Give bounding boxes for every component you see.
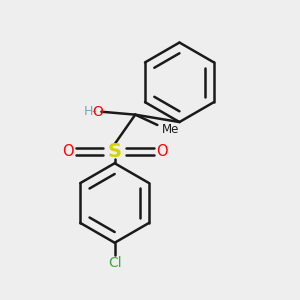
Text: H: H — [84, 105, 93, 118]
Text: S: S — [108, 142, 122, 161]
Text: O: O — [92, 105, 103, 119]
Text: Cl: Cl — [108, 256, 122, 270]
Text: O: O — [62, 144, 74, 159]
Text: O: O — [156, 144, 168, 159]
Text: -: - — [91, 105, 95, 118]
Text: Me: Me — [162, 123, 179, 136]
